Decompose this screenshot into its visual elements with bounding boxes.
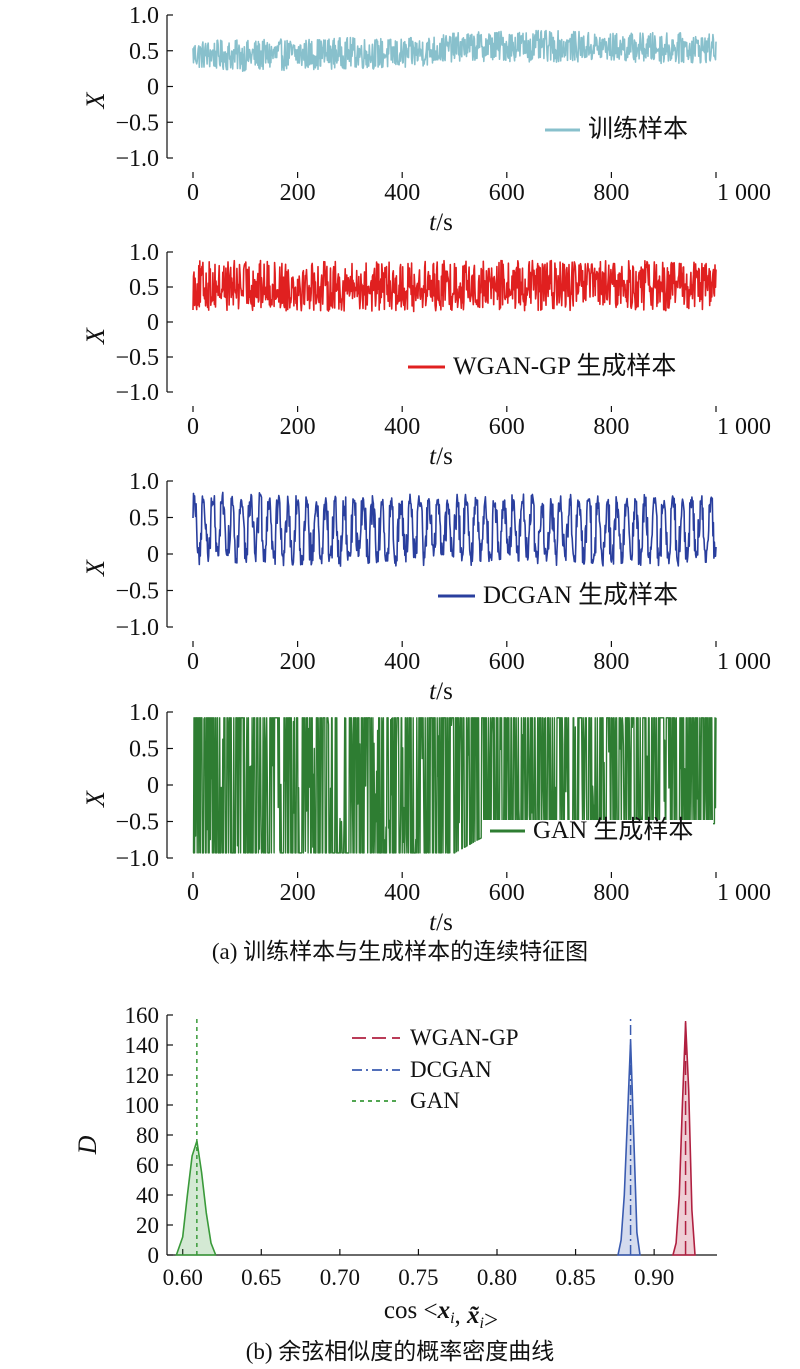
y-axis-label: X — [81, 790, 110, 808]
time-series-panel-2: WGAN-GP 生成样本 1.0 0.5 0 −0.5 −1.0 0 200 400 600 800… — [81, 240, 771, 470]
x-tick-label: 600 — [489, 180, 525, 206]
x-tick-label: 200 — [280, 880, 316, 906]
y-axis-label: X — [81, 327, 110, 345]
y-tick-label: 1.0 — [129, 469, 159, 495]
y-tick-label: 120 — [125, 1063, 160, 1088]
y-axis-label: D — [73, 1135, 102, 1155]
y-tick-label: −1.0 — [115, 380, 159, 406]
y-tick-label: 0 — [147, 310, 159, 336]
density-area-wgan-gp — [671, 1022, 696, 1256]
x-tick-label: 600 — [489, 414, 525, 440]
y-tick-label: 0 — [147, 773, 159, 799]
x-tick-label: 1 000 — [717, 180, 771, 206]
x-tick-label: 800 — [593, 649, 629, 675]
y-tick-label: −0.5 — [115, 810, 159, 836]
y-tick-label: 100 — [125, 1093, 160, 1118]
time-series-panel-4: GAN 生成样本 1.0 0.5 0 −0.5 −1.0 0 200 400 600 800 1 00… — [81, 700, 771, 936]
y-tick-label: 1.0 — [129, 240, 159, 266]
x-tick-label: 0.75 — [398, 1265, 438, 1290]
x-tick-label: 0.80 — [477, 1265, 517, 1290]
x-axis-label: cos <xi, x̃i> — [384, 1297, 498, 1334]
y-tick-label: 60 — [136, 1153, 159, 1178]
x-tick-label: 0.65 — [241, 1265, 281, 1290]
x-tick-label: 0 — [187, 414, 199, 440]
y-tick-label: 80 — [136, 1123, 159, 1148]
series-line — [192, 717, 717, 854]
caption-a: (a) 训练样本与生成样本的连续特征图 — [211, 939, 589, 964]
time-series-panel-3: DCGAN 生成样本 1.0 0.5 0 −0.5 −1.0 0 200 400 600 800 1 … — [81, 469, 771, 705]
x-tick-label: 1 000 — [717, 649, 771, 675]
x-tick-label: 400 — [384, 880, 420, 906]
x-tick-label: 400 — [384, 649, 420, 675]
y-tick-label: 0 — [147, 75, 159, 101]
x-axis-label: t/s — [429, 678, 453, 705]
y-axis-label: X — [81, 91, 110, 109]
x-tick-label: 200 — [280, 649, 316, 675]
y-tick-label: 0 — [147, 542, 159, 568]
y-tick-label: 0 — [148, 1243, 160, 1268]
legend-label: WGAN-GP — [410, 1025, 519, 1050]
density-area-dcgan — [617, 1040, 641, 1256]
x-tick-label: 400 — [384, 180, 420, 206]
x-tick-label: 1 000 — [717, 880, 771, 906]
x-tick-label: 600 — [489, 880, 525, 906]
x-axis-label: t/s — [429, 209, 453, 236]
y-tick-label: −1.0 — [115, 146, 159, 172]
x-tick-label: 800 — [593, 414, 629, 440]
y-tick-label: 1.0 — [129, 3, 159, 29]
density-area-gan — [175, 1140, 217, 1256]
x-tick-label: 800 — [593, 180, 629, 206]
y-tick-label: 0.5 — [129, 737, 159, 763]
x-tick-label: 0.60 — [163, 1265, 203, 1290]
x-tick-label: 200 — [280, 414, 316, 440]
y-tick-label: −0.5 — [115, 579, 159, 605]
x-tick-label: 400 — [384, 414, 420, 440]
x-tick-label: 0.90 — [634, 1265, 674, 1290]
density-panel: 160 140 120 100 80 60 40 20 00.60 0.65 0.70 0.75 0.8… — [73, 1003, 717, 1334]
y-axis-label: X — [81, 559, 110, 577]
time-series-panel-1: 训练样本 1.0 0.5 0 −0.5 −1.0 0 200 400 600 800 1 000 Xt/… — [81, 3, 771, 236]
x-tick-label: 1 000 — [717, 414, 771, 440]
legend-background — [483, 820, 713, 858]
y-tick-label: 0.5 — [129, 506, 159, 532]
series-line — [192, 259, 717, 313]
series-line — [192, 29, 717, 72]
x-axis-label: t/s — [429, 443, 453, 470]
legend-label: DCGAN 生成样本 — [483, 581, 678, 609]
x-tick-label: 0 — [187, 180, 199, 206]
y-tick-label: 40 — [136, 1183, 159, 1208]
legend-label: DCGAN — [410, 1057, 492, 1082]
x-tick-label: 0 — [187, 649, 199, 675]
y-tick-label: 140 — [125, 1033, 160, 1058]
legend-label: WGAN-GP 生成样本 — [453, 352, 676, 380]
y-tick-label: 0.5 — [129, 275, 159, 301]
x-tick-label: 200 — [280, 180, 316, 206]
y-tick-label: −1.0 — [115, 615, 159, 641]
y-tick-label: −1.0 — [115, 846, 159, 872]
x-tick-label: 0.85 — [555, 1265, 595, 1290]
series-line — [192, 491, 717, 567]
x-axis-label: t/s — [429, 909, 453, 936]
x-tick-label: 600 — [489, 649, 525, 675]
y-tick-label: −0.5 — [115, 110, 159, 136]
x-tick-label: 0 — [187, 880, 199, 906]
y-tick-label: −0.5 — [115, 345, 159, 371]
y-tick-label: 0.5 — [129, 39, 159, 65]
caption-b: (b) 余弦相似度的概率密度曲线 — [245, 1339, 555, 1364]
legend-label: GAN — [410, 1088, 460, 1113]
y-tick-label: 20 — [136, 1213, 159, 1238]
x-tick-label: 800 — [593, 880, 629, 906]
y-tick-label: 1.0 — [129, 700, 159, 726]
y-tick-label: 160 — [125, 1003, 160, 1028]
x-tick-label: 0.70 — [320, 1265, 360, 1290]
legend-label: 训练样本 — [588, 115, 688, 143]
legend-label: GAN 生成样本 — [533, 816, 693, 844]
